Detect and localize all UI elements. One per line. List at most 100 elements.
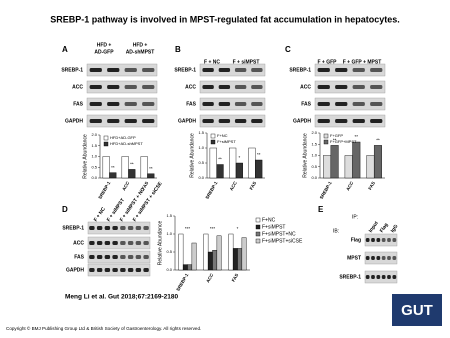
x-tick-label: SREBP-1 bbox=[204, 180, 218, 200]
blot-band bbox=[352, 85, 365, 89]
blot-band bbox=[365, 256, 370, 260]
row-label: FAS bbox=[73, 101, 83, 107]
column-header: AD-shMPST bbox=[126, 49, 155, 55]
legend-swatch bbox=[210, 139, 216, 145]
y-tick-label: 0.0 bbox=[166, 267, 172, 272]
legend-label: HFD+AD-shMPST bbox=[110, 141, 143, 146]
blot-band bbox=[127, 241, 134, 245]
logo-box bbox=[392, 294, 442, 326]
annotation: ** bbox=[149, 166, 153, 171]
blot-band bbox=[89, 268, 95, 272]
bar bbox=[147, 173, 155, 179]
x-tick-label: SREBP-1 bbox=[175, 272, 189, 292]
legend-swatch bbox=[323, 133, 329, 139]
blot-strip bbox=[199, 97, 266, 111]
blot-band bbox=[143, 226, 149, 230]
bar bbox=[182, 264, 188, 271]
column-header: AD-GFP bbox=[94, 49, 114, 55]
column-header: HFD + bbox=[133, 42, 148, 48]
blot-band bbox=[124, 68, 137, 72]
blot-band bbox=[392, 275, 397, 279]
bar bbox=[191, 242, 197, 271]
blot-strip bbox=[364, 251, 398, 265]
blot-band bbox=[89, 255, 95, 259]
bar bbox=[216, 164, 224, 179]
row-label: FAS bbox=[301, 101, 311, 107]
bar bbox=[237, 248, 243, 271]
blot-band bbox=[143, 268, 149, 272]
annotation: ** bbox=[111, 165, 115, 170]
logo: GUT bbox=[401, 302, 433, 319]
copyright: Copyright © BMJ Publishing Group Ltd & B… bbox=[6, 325, 201, 331]
row-label: SREBP-1 bbox=[62, 225, 84, 231]
row-label: SREBP-1 bbox=[289, 67, 311, 73]
row-label: ACC bbox=[72, 84, 83, 90]
blot-band bbox=[135, 226, 142, 230]
annotation: ** bbox=[257, 152, 261, 157]
blot-band bbox=[335, 119, 348, 123]
x-tick-label: ACC bbox=[229, 180, 239, 192]
blot-band bbox=[120, 268, 126, 272]
blot-band bbox=[124, 102, 137, 106]
y-tick-label: 0.5 bbox=[311, 164, 317, 169]
blot-band bbox=[381, 256, 386, 260]
bar bbox=[121, 156, 129, 179]
y-tick-label: 0.0 bbox=[198, 175, 204, 180]
legend-swatch bbox=[255, 231, 261, 237]
blot-strip bbox=[86, 80, 158, 94]
blot-band bbox=[112, 226, 118, 230]
bar bbox=[207, 251, 213, 271]
blot-band bbox=[107, 85, 120, 89]
column-header: HFD + bbox=[97, 42, 112, 48]
bar bbox=[373, 145, 382, 179]
blot-strip bbox=[364, 270, 398, 284]
bar bbox=[209, 147, 217, 179]
blot-band bbox=[376, 275, 381, 279]
blot-band bbox=[352, 119, 365, 123]
blot-band bbox=[218, 85, 231, 89]
blot-band bbox=[365, 275, 370, 279]
citation: Meng Li et al. Gut 2018;67:2169-2180 bbox=[65, 294, 178, 301]
blot-strip bbox=[86, 63, 158, 77]
blot-band bbox=[202, 68, 214, 72]
bar bbox=[344, 155, 353, 179]
blot-band bbox=[112, 241, 118, 245]
blot-band bbox=[381, 275, 386, 279]
bar bbox=[232, 248, 238, 271]
blot-band bbox=[127, 226, 134, 230]
bar bbox=[109, 172, 117, 179]
row-label: FAS bbox=[74, 254, 84, 260]
blot-band bbox=[218, 102, 231, 106]
y-tick-label: 0.5 bbox=[91, 164, 97, 169]
blot-band bbox=[387, 256, 391, 260]
y-axis-title: Relative Abundance bbox=[302, 133, 308, 178]
blot-band bbox=[96, 268, 103, 272]
blot-band bbox=[124, 119, 137, 123]
legend-label: F+GFP+MPST bbox=[330, 139, 357, 144]
row-label: Flag bbox=[351, 237, 361, 243]
blot-band bbox=[104, 268, 111, 272]
blot-band bbox=[365, 238, 370, 242]
y-axis-title: Relative Abundance bbox=[189, 133, 195, 178]
bar bbox=[216, 235, 222, 271]
blot-band bbox=[371, 256, 375, 260]
y-tick-label: 1.5 bbox=[311, 141, 317, 146]
row-label: GAPDH bbox=[65, 118, 83, 124]
x-tick-label: FAS bbox=[249, 181, 258, 191]
blot-strip bbox=[87, 236, 151, 250]
blot-strip bbox=[314, 80, 386, 94]
y-tick-label: 0.5 bbox=[166, 249, 172, 254]
blot-band bbox=[135, 241, 142, 245]
blot-band bbox=[317, 85, 330, 89]
annotation: * bbox=[239, 155, 241, 160]
row-label: SREBP-1 bbox=[61, 67, 83, 73]
blot-band bbox=[234, 119, 247, 123]
bar bbox=[140, 156, 148, 179]
y-tick-label: 1.5 bbox=[166, 213, 172, 218]
blot-strip bbox=[364, 233, 398, 247]
row-label: FAS bbox=[186, 101, 196, 107]
blot-band bbox=[234, 85, 247, 89]
bar bbox=[241, 237, 247, 271]
blot-band bbox=[135, 255, 142, 259]
annotation: *** bbox=[185, 226, 191, 231]
